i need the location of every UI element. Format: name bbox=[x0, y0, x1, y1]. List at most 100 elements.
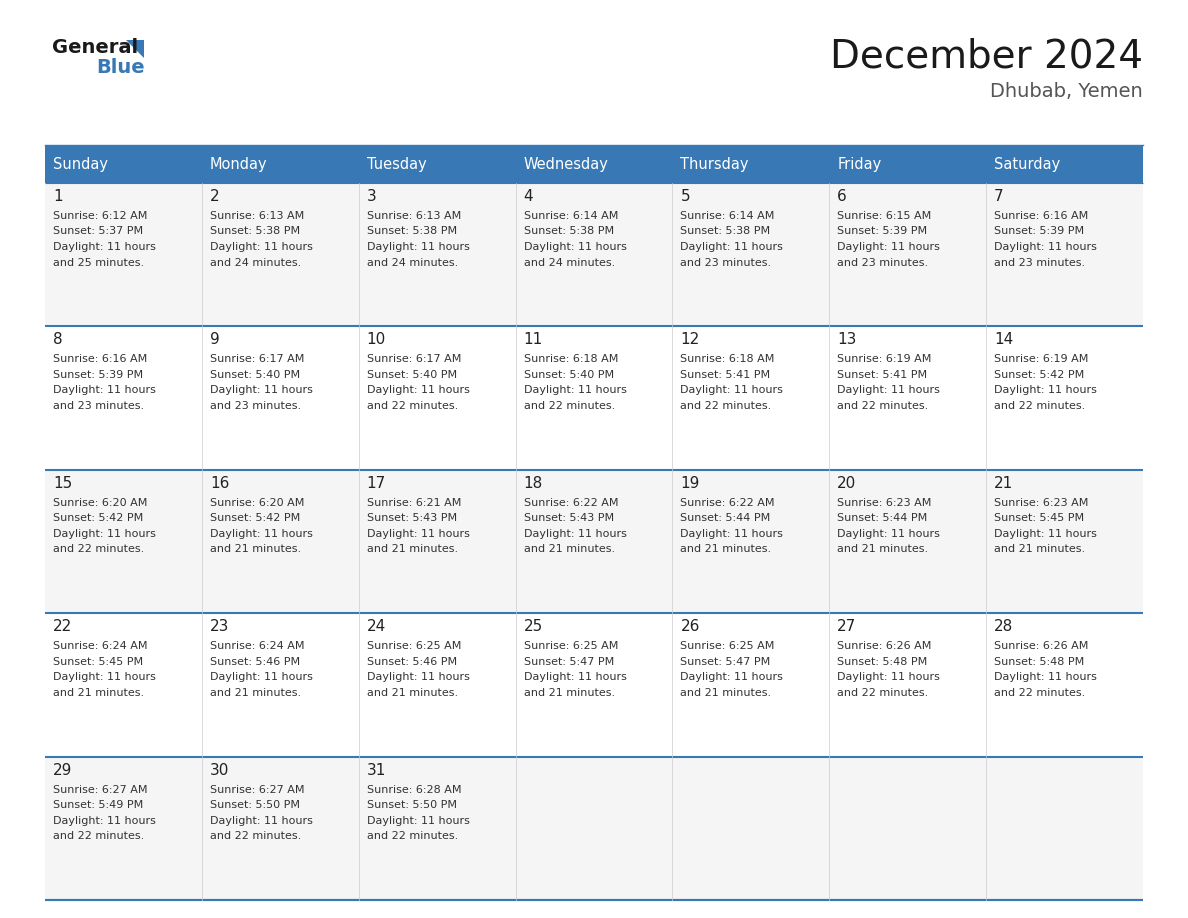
Text: and 21 minutes.: and 21 minutes. bbox=[53, 688, 144, 698]
Text: Sunset: 5:43 PM: Sunset: 5:43 PM bbox=[524, 513, 614, 523]
Text: Sunset: 5:40 PM: Sunset: 5:40 PM bbox=[524, 370, 614, 380]
Text: 4: 4 bbox=[524, 189, 533, 204]
Text: Monday: Monday bbox=[210, 156, 267, 172]
Text: and 22 minutes.: and 22 minutes. bbox=[838, 688, 929, 698]
Text: Sunrise: 6:28 AM: Sunrise: 6:28 AM bbox=[367, 785, 461, 795]
Text: and 21 minutes.: and 21 minutes. bbox=[681, 688, 771, 698]
Text: 11: 11 bbox=[524, 332, 543, 347]
Text: Daylight: 11 hours: Daylight: 11 hours bbox=[994, 672, 1097, 682]
Text: Daylight: 11 hours: Daylight: 11 hours bbox=[838, 529, 940, 539]
Bar bbox=[45, 327, 1143, 470]
Text: Sunrise: 6:20 AM: Sunrise: 6:20 AM bbox=[53, 498, 147, 508]
Text: Daylight: 11 hours: Daylight: 11 hours bbox=[210, 815, 312, 825]
Text: Sunrise: 6:23 AM: Sunrise: 6:23 AM bbox=[838, 498, 931, 508]
Text: 28: 28 bbox=[994, 620, 1013, 634]
Text: and 23 minutes.: and 23 minutes. bbox=[838, 258, 928, 267]
Text: and 22 minutes.: and 22 minutes. bbox=[838, 401, 929, 411]
Text: Sunset: 5:43 PM: Sunset: 5:43 PM bbox=[367, 513, 457, 523]
Text: and 22 minutes.: and 22 minutes. bbox=[367, 831, 457, 841]
Text: 2: 2 bbox=[210, 189, 220, 204]
Text: and 22 minutes.: and 22 minutes. bbox=[53, 544, 144, 554]
Text: Daylight: 11 hours: Daylight: 11 hours bbox=[681, 242, 783, 252]
Text: and 22 minutes.: and 22 minutes. bbox=[524, 401, 615, 411]
Text: Sunset: 5:45 PM: Sunset: 5:45 PM bbox=[994, 513, 1085, 523]
Text: and 21 minutes.: and 21 minutes. bbox=[838, 544, 928, 554]
Text: Sunrise: 6:15 AM: Sunrise: 6:15 AM bbox=[838, 211, 931, 221]
Text: and 25 minutes.: and 25 minutes. bbox=[53, 258, 144, 267]
Text: Sunrise: 6:17 AM: Sunrise: 6:17 AM bbox=[210, 354, 304, 364]
Text: Sunrise: 6:24 AM: Sunrise: 6:24 AM bbox=[53, 641, 147, 651]
Text: Sunrise: 6:25 AM: Sunrise: 6:25 AM bbox=[524, 641, 618, 651]
Text: 21: 21 bbox=[994, 476, 1013, 491]
Text: and 21 minutes.: and 21 minutes. bbox=[681, 544, 771, 554]
Text: Daylight: 11 hours: Daylight: 11 hours bbox=[53, 386, 156, 396]
Text: 29: 29 bbox=[53, 763, 72, 778]
Text: Sunset: 5:39 PM: Sunset: 5:39 PM bbox=[994, 227, 1085, 237]
Text: 10: 10 bbox=[367, 332, 386, 347]
Text: Daylight: 11 hours: Daylight: 11 hours bbox=[524, 672, 626, 682]
Text: and 23 minutes.: and 23 minutes. bbox=[681, 258, 771, 267]
Text: Sunset: 5:45 PM: Sunset: 5:45 PM bbox=[53, 656, 143, 666]
Text: Sunrise: 6:13 AM: Sunrise: 6:13 AM bbox=[210, 211, 304, 221]
Text: Sunset: 5:42 PM: Sunset: 5:42 PM bbox=[53, 513, 144, 523]
Text: Sunset: 5:49 PM: Sunset: 5:49 PM bbox=[53, 800, 144, 810]
Text: Daylight: 11 hours: Daylight: 11 hours bbox=[53, 529, 156, 539]
Text: Daylight: 11 hours: Daylight: 11 hours bbox=[994, 386, 1097, 396]
Text: Daylight: 11 hours: Daylight: 11 hours bbox=[524, 242, 626, 252]
Text: and 21 minutes.: and 21 minutes. bbox=[367, 688, 457, 698]
Text: Sunset: 5:46 PM: Sunset: 5:46 PM bbox=[210, 656, 301, 666]
Text: and 22 minutes.: and 22 minutes. bbox=[681, 401, 772, 411]
Text: Sunrise: 6:25 AM: Sunrise: 6:25 AM bbox=[681, 641, 775, 651]
Text: December 2024: December 2024 bbox=[830, 38, 1143, 76]
Text: Daylight: 11 hours: Daylight: 11 hours bbox=[524, 529, 626, 539]
Text: Friday: Friday bbox=[838, 156, 881, 172]
Text: Sunrise: 6:22 AM: Sunrise: 6:22 AM bbox=[681, 498, 775, 508]
Text: 17: 17 bbox=[367, 476, 386, 491]
Text: 27: 27 bbox=[838, 620, 857, 634]
Text: Sunset: 5:38 PM: Sunset: 5:38 PM bbox=[524, 227, 614, 237]
Text: and 24 minutes.: and 24 minutes. bbox=[524, 258, 615, 267]
Text: General: General bbox=[52, 38, 138, 57]
Text: Sunset: 5:42 PM: Sunset: 5:42 PM bbox=[994, 370, 1085, 380]
Text: Sunrise: 6:22 AM: Sunrise: 6:22 AM bbox=[524, 498, 618, 508]
Text: and 24 minutes.: and 24 minutes. bbox=[367, 258, 457, 267]
Text: and 22 minutes.: and 22 minutes. bbox=[994, 401, 1086, 411]
Text: Sunset: 5:50 PM: Sunset: 5:50 PM bbox=[367, 800, 456, 810]
Text: and 21 minutes.: and 21 minutes. bbox=[524, 544, 614, 554]
Text: Daylight: 11 hours: Daylight: 11 hours bbox=[53, 242, 156, 252]
Text: 7: 7 bbox=[994, 189, 1004, 204]
Text: and 23 minutes.: and 23 minutes. bbox=[210, 401, 301, 411]
Bar bbox=[45, 613, 1143, 756]
Text: Daylight: 11 hours: Daylight: 11 hours bbox=[994, 242, 1097, 252]
Text: Sunrise: 6:17 AM: Sunrise: 6:17 AM bbox=[367, 354, 461, 364]
Text: Daylight: 11 hours: Daylight: 11 hours bbox=[210, 529, 312, 539]
Text: Sunrise: 6:26 AM: Sunrise: 6:26 AM bbox=[838, 641, 931, 651]
Text: Daylight: 11 hours: Daylight: 11 hours bbox=[994, 529, 1097, 539]
Text: 15: 15 bbox=[53, 476, 72, 491]
Text: Wednesday: Wednesday bbox=[524, 156, 608, 172]
Text: and 22 minutes.: and 22 minutes. bbox=[994, 688, 1086, 698]
Text: Daylight: 11 hours: Daylight: 11 hours bbox=[367, 815, 469, 825]
Text: and 21 minutes.: and 21 minutes. bbox=[210, 688, 301, 698]
Text: Sunset: 5:38 PM: Sunset: 5:38 PM bbox=[367, 227, 457, 237]
Text: Daylight: 11 hours: Daylight: 11 hours bbox=[367, 386, 469, 396]
Text: and 22 minutes.: and 22 minutes. bbox=[53, 831, 144, 841]
Text: and 22 minutes.: and 22 minutes. bbox=[367, 401, 457, 411]
Text: Sunrise: 6:20 AM: Sunrise: 6:20 AM bbox=[210, 498, 304, 508]
Text: and 21 minutes.: and 21 minutes. bbox=[524, 688, 614, 698]
Text: Sunrise: 6:18 AM: Sunrise: 6:18 AM bbox=[681, 354, 775, 364]
Text: Daylight: 11 hours: Daylight: 11 hours bbox=[681, 672, 783, 682]
Text: Sunset: 5:37 PM: Sunset: 5:37 PM bbox=[53, 227, 143, 237]
Text: Sunrise: 6:21 AM: Sunrise: 6:21 AM bbox=[367, 498, 461, 508]
Text: Thursday: Thursday bbox=[681, 156, 748, 172]
Text: Daylight: 11 hours: Daylight: 11 hours bbox=[367, 672, 469, 682]
Text: and 23 minutes.: and 23 minutes. bbox=[994, 258, 1086, 267]
Text: Sunset: 5:47 PM: Sunset: 5:47 PM bbox=[681, 656, 771, 666]
Text: and 24 minutes.: and 24 minutes. bbox=[210, 258, 301, 267]
Text: 13: 13 bbox=[838, 332, 857, 347]
Text: Sunset: 5:50 PM: Sunset: 5:50 PM bbox=[210, 800, 299, 810]
Text: Sunset: 5:44 PM: Sunset: 5:44 PM bbox=[838, 513, 928, 523]
Text: Saturday: Saturday bbox=[994, 156, 1061, 172]
Text: Sunrise: 6:27 AM: Sunrise: 6:27 AM bbox=[53, 785, 147, 795]
Text: and 21 minutes.: and 21 minutes. bbox=[367, 544, 457, 554]
